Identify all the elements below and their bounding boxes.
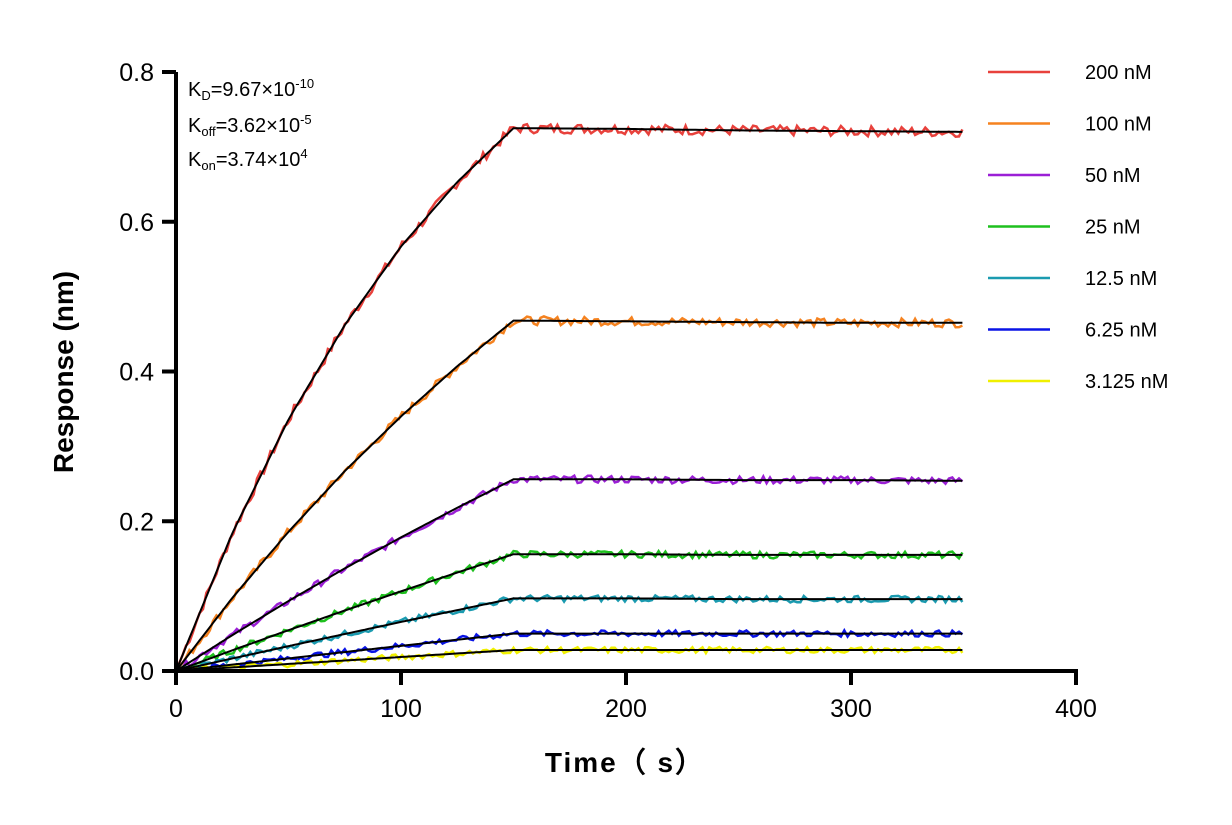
legend-label: 100 nM [1085, 114, 1152, 136]
fit-line-6-25-nM [175, 632, 963, 672]
y-tick-label: 0.2 [119, 508, 154, 536]
x-tick-label: 0 [169, 695, 183, 723]
fit-line-25-nM [175, 553, 963, 672]
kd-annotation: KD=9.67×10-10 [188, 76, 315, 103]
fit-line-200-nM [175, 127, 963, 672]
legend-label: 12.5 nM [1085, 268, 1157, 290]
y-tick-label: 0.6 [119, 209, 154, 237]
legend: 200 nM 100 nM 50 nM 25 nM 12.5 nM 6.25 nM 3.12… [988, 62, 1168, 393]
kon-annotation: Kon=3.74×104 [188, 146, 308, 173]
series-line-50-nM [175, 473, 964, 673]
legend-label: 6.25 nM [1085, 320, 1157, 342]
x-tick-label: 100 [380, 695, 422, 723]
legend-label: 200 nM [1085, 62, 1152, 84]
fit-layer [175, 127, 963, 672]
fit-line-50-nM [175, 478, 963, 672]
y-tick-label: 0.0 [119, 658, 154, 686]
x-axis-label: Time（ s） [545, 746, 705, 778]
fit-line-12-5-nM [175, 597, 963, 672]
x-tick-label: 200 [605, 695, 647, 723]
y-tick-label: 0.8 [119, 59, 154, 87]
x-tick-label: 300 [830, 695, 872, 723]
series-layer [174, 122, 964, 673]
fit-line-100-nM [175, 319, 963, 672]
series-line-100-nM [175, 315, 963, 672]
y-axis-label: Response (nm) [48, 271, 79, 473]
y-tick-label: 0.4 [119, 359, 154, 387]
x-tick-label: 400 [1055, 695, 1097, 723]
fit-line-3-125-nM [175, 649, 963, 672]
legend-label: 50 nM [1085, 165, 1141, 187]
legend-label: 3.125 nM [1085, 371, 1168, 393]
legend-label: 25 nM [1085, 217, 1141, 239]
ticks: 0 100 200 300 400 0.0 0.2 0.4 0.6 0.8 [119, 59, 1097, 723]
koff-annotation: Koff=3.62×10-5 [188, 112, 312, 139]
series-line-200-nM [174, 122, 964, 672]
